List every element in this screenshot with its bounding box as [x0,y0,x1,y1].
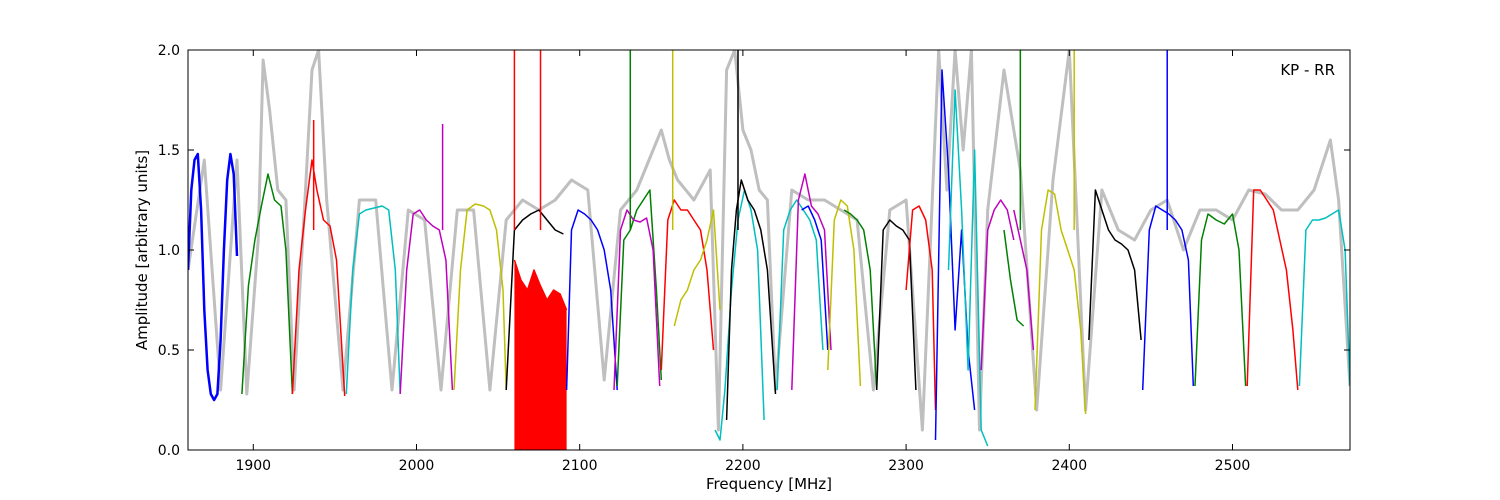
band-series-line-19 [843,209,878,391]
y-axis-label: Amplitude [arbitrary units] [133,150,151,350]
x-tick-label: 2200 [725,458,761,474]
band-series-line-5 [453,203,507,391]
x-tick-label: 2100 [562,458,598,474]
band-series-line-16 [791,173,832,391]
band-series-line-7 [513,259,568,311]
band-series-line-27 [1034,189,1087,415]
band-series-line-29 [1141,205,1195,391]
band-series-line-26 [1013,209,1035,351]
band-series-line-3 [345,205,401,395]
y-tick-label: 0.0 [158,443,180,459]
band-series-line-31 [1246,189,1299,391]
y-tick-label: 1.0 [158,243,180,259]
chart-annotation: KP - RR [1280,61,1335,79]
band-series-line-10 [613,209,661,391]
y-tick-label: 1.5 [158,143,180,159]
band-series-line-17 [801,205,829,351]
band-series-line-9 [616,189,663,387]
x-tick-label: 2400 [1051,458,1087,474]
band-series-line-14 [725,179,777,421]
x-tick-label: 1900 [235,458,271,474]
band-series-line-30 [1194,213,1247,387]
band-series-line-25 [1003,229,1025,327]
band-series-line-32 [1298,209,1350,387]
x-tick-label: 2500 [1215,458,1251,474]
band-series-line-28 [1088,189,1142,341]
band-series-line-11 [660,199,715,371]
x-axis-label: Frequency [MHz] [706,475,832,493]
x-tick-label: 2300 [888,458,924,474]
band-series-line-2 [291,159,346,397]
band-series-line-0 [188,152,239,402]
band-series-line-4 [399,209,454,395]
y-tick-label: 2.0 [158,43,180,59]
band-series-line-24 [980,199,1015,371]
band-series-line-12 [673,209,721,327]
band-series-line-22 [934,69,976,441]
band-series-line-23 [947,89,989,447]
noise-fill-region [514,260,567,450]
background-trace-line [188,50,1350,432]
band-series-line-20 [875,219,917,391]
band-series-line-1 [241,173,294,395]
band-series-line-18 [827,199,862,387]
band-series-line-15 [776,199,824,391]
plot-area [188,50,1350,450]
band-series-line-6 [505,209,564,391]
x-tick-label: 2000 [399,458,435,474]
band-series-line-21 [905,205,937,411]
ticks: 1900 2000 2100 2200 2300 2400 2500 0.0 0.5 1.0 1.5… [158,43,1350,474]
band-series-line-8 [565,209,618,391]
y-tick-label: 0.5 [158,343,180,359]
